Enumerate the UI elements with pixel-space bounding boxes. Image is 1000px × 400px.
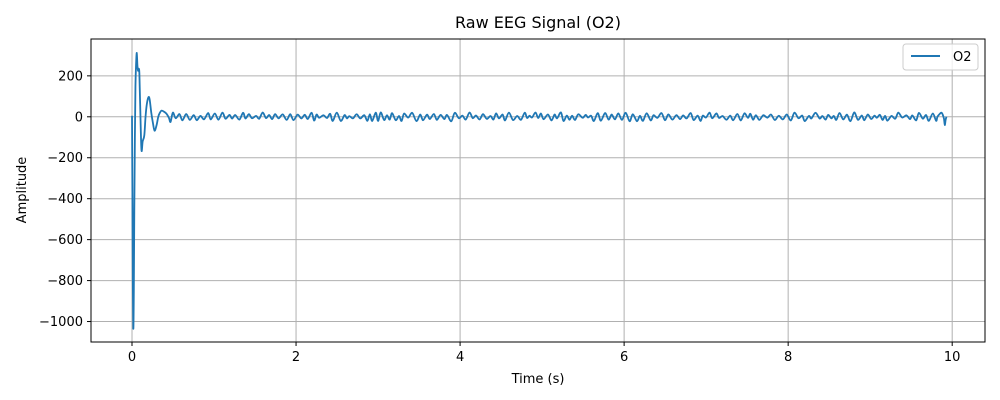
x-tick-label: 8 — [784, 350, 792, 365]
x-axis-label: Time (s) — [511, 372, 565, 387]
series-layer — [131, 52, 948, 330]
legend-label-o2: O2 — [953, 50, 972, 65]
x-tick-label: 0 — [128, 350, 136, 365]
y-tick-label: −1000 — [39, 315, 83, 330]
axis-ticks: 0 2 4 6 8 10 −1000 −800 −600 −400 −200 0 200 — [39, 69, 960, 365]
y-tick-label: 0 — [75, 110, 83, 125]
y-tick-label: −800 — [47, 274, 83, 289]
x-tick-label: 2 — [292, 350, 300, 365]
series-line-o2 — [131, 52, 948, 330]
y-tick-label: 200 — [58, 69, 83, 84]
chart-title: Raw EEG Signal (O2) — [455, 13, 621, 32]
y-tick-label: −600 — [47, 233, 83, 248]
x-tick-label: 10 — [944, 350, 961, 365]
legend: O2 — [902, 43, 979, 71]
y-tick-label: −400 — [47, 192, 83, 207]
grid-lines — [91, 39, 985, 342]
x-tick-label: 6 — [620, 350, 628, 365]
legend-box — [902, 43, 979, 71]
y-tick-label: −200 — [47, 151, 83, 166]
y-axis-label: Amplitude — [15, 157, 30, 224]
plot-frame — [90, 38, 986, 343]
x-tick-label: 4 — [456, 350, 464, 365]
